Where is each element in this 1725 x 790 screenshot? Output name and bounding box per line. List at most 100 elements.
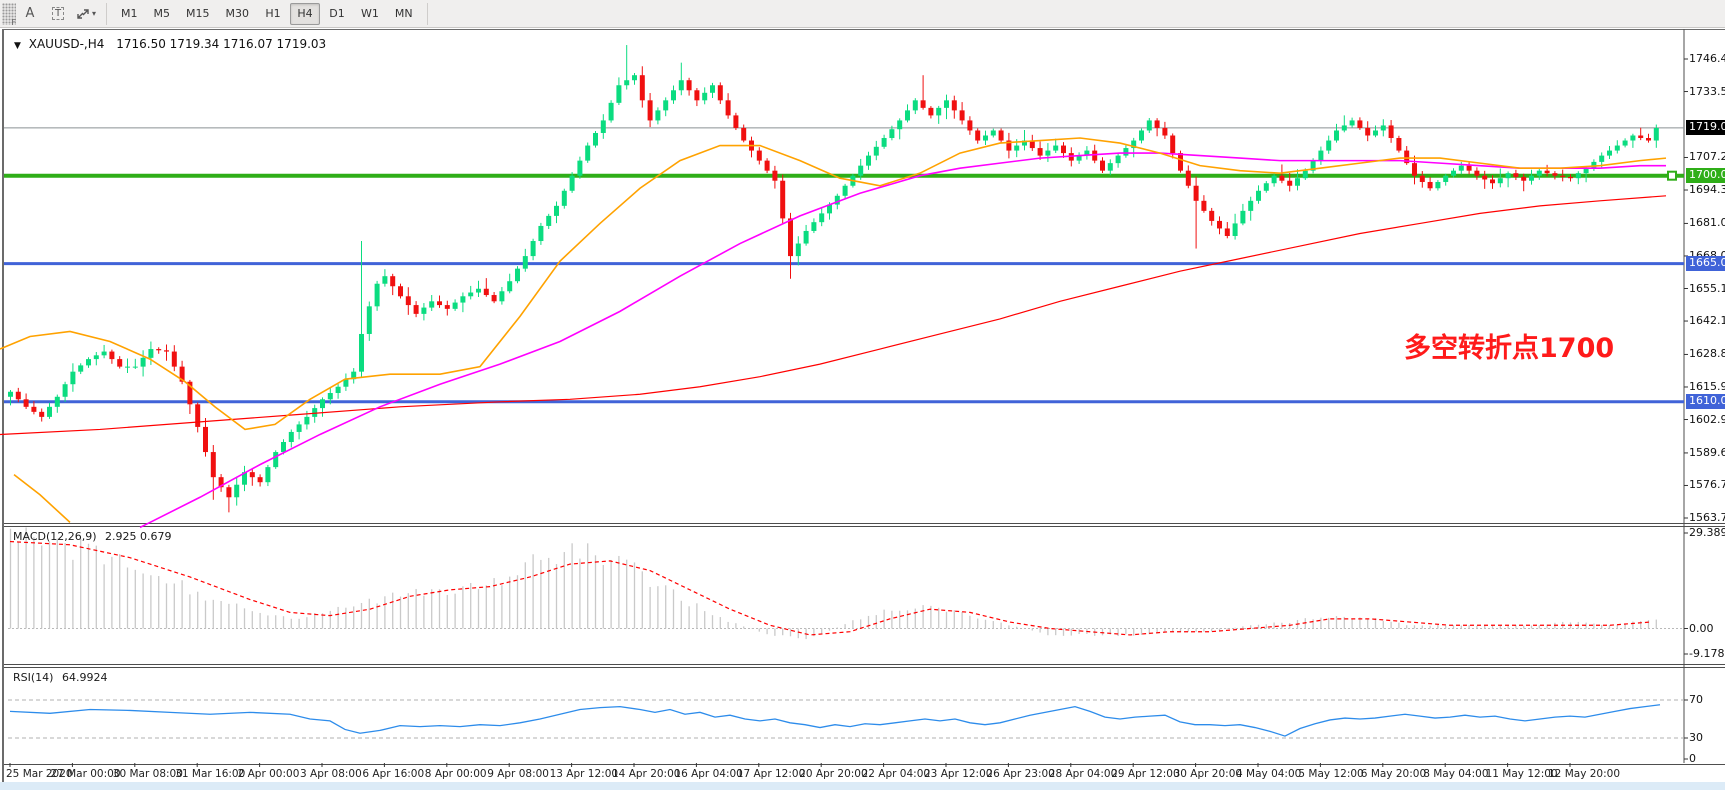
time-axis-label: 3 Apr 08:00 [300,768,362,780]
cursor-mode-button[interactable]: ▾ [73,2,99,26]
candle-body [1256,190,1261,201]
timeframe-button-m5[interactable]: M5 [153,7,171,20]
rsi-line [9,704,1661,737]
candle-body [1045,150,1051,156]
price-axis-tick: 1681.00 [1689,216,1725,230]
candle-body [1107,163,1113,171]
candle-body [905,110,910,121]
candle-body [655,110,661,121]
candle-body [1248,200,1254,211]
candle-body [569,175,575,191]
rsi-axis-tick: 0 [1689,752,1696,765]
candle-body [1217,220,1222,229]
candle-body [663,100,669,111]
timeframe-button-m15[interactable]: M15 [186,7,210,20]
timeframe-button-mn[interactable]: MN [394,7,413,20]
candle-body [1435,181,1441,189]
candle-body [1100,160,1105,171]
candle-body [8,391,13,397]
price-axis-tick: 1733.50 [1689,84,1725,98]
candle-body [1505,173,1511,179]
candle-body [538,225,544,242]
price-axis-tick: 1589.65 [1689,445,1725,459]
candle-body [1529,175,1534,181]
candle-body [351,371,357,380]
candle-body [1326,140,1332,151]
candle-body [437,301,442,306]
price-axis-tick: 1642.15 [1689,314,1725,328]
candle-body [897,120,903,130]
ma-orange-line-left [13,474,71,523]
candle-body [491,295,497,302]
toolbar-drag-handle[interactable]: F [2,2,16,27]
candle-body [733,115,739,128]
chart-title: ▼ XAUUSD-,H4 1716.50 1719.34 1716.07 171… [14,37,326,51]
toolbar-separator [106,2,107,25]
candle-body [101,351,107,356]
candle-body [125,366,130,368]
candle-body [218,477,224,488]
timeframe-button-d1[interactable]: D1 [329,7,345,20]
candle-body [327,393,333,400]
candle-body [421,307,427,314]
timeframe-button-w1[interactable]: W1 [361,7,379,20]
candle-body [647,100,653,121]
panel-splitter[interactable] [4,523,1725,527]
candle-body [1162,127,1168,136]
candle-body [600,120,606,133]
macd-panel[interactable]: MACD(12,26,9) 2.925 0.679 [4,527,1725,664]
candle-body [210,452,216,478]
candle-body [819,213,825,223]
candle-body [1061,145,1066,154]
candle-body [390,276,396,287]
candle-body [780,180,786,219]
timeframe-button-m30[interactable]: M30 [225,7,250,20]
candle-body [179,366,185,382]
candle-body [928,107,934,116]
candle-body [1373,130,1378,136]
candle-body [140,357,146,367]
time-axis-label: 14 Apr 20:00 [612,768,681,780]
candle-body [234,484,240,498]
text-label-tool-button[interactable]: A [25,6,35,21]
text-annotation[interactable]: 多空转折点1700 [1404,333,1615,364]
candle-body [1037,148,1043,156]
timeframe-button-m1[interactable]: M1 [121,7,138,20]
macd-signal-line [9,540,1651,636]
text-box-tool-button[interactable]: T [45,2,71,26]
candle-body [1443,175,1449,182]
timeframe-button-h1[interactable]: H1 [265,7,281,20]
price-axis-tick: 1576.70 [1689,478,1725,492]
candle-body [873,146,879,156]
candle-body [546,215,552,226]
candle-body [951,100,957,111]
candle-body [366,306,372,334]
time-axis-label: 30 Apr 20:00 [1173,768,1243,780]
candle-body [585,145,591,161]
candle-body [624,80,630,86]
candle-body [1185,170,1191,186]
candle-body [920,100,926,108]
hline-handle[interactable] [1667,170,1677,181]
candle-body [1388,125,1394,139]
candle-body [1115,155,1121,164]
candle-body [444,305,450,309]
candle-body [772,170,778,181]
time-axis[interactable]: 25 Mar 2020 27 Mar 00:00 30 Mar 08:00 31 Ma… [4,764,1725,783]
candle-body [515,268,520,282]
rsi-panel[interactable]: RSI(14) 64.9924 [4,668,1725,764]
timeframe-button-h4[interactable]: H4 [290,2,320,25]
candle-body [936,107,942,116]
candle-body [710,85,715,93]
candle-body [1240,210,1246,224]
candle-body [1474,170,1480,176]
candle-body [1295,178,1300,186]
candle-body [1653,127,1659,141]
time-axis-label: 8 Apr 00:00 [424,768,487,780]
candle-body [203,426,208,453]
price-axis-tick: 1628.85 [1689,347,1725,361]
panel-splitter[interactable] [4,664,1725,668]
candle-body [1006,140,1012,151]
candle-body [1287,180,1293,186]
